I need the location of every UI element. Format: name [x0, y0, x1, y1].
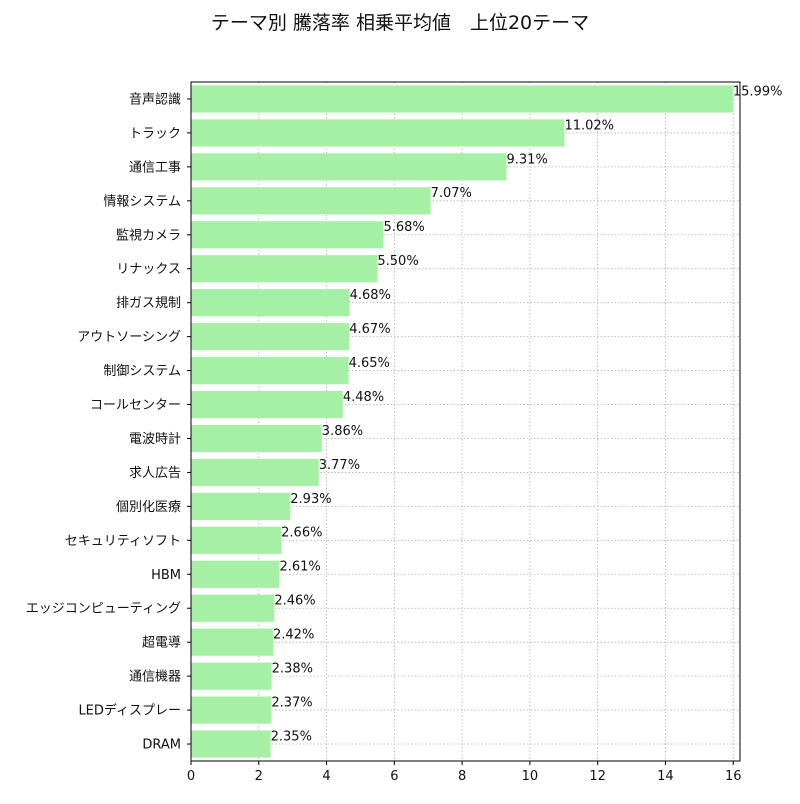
- data-label: 4.48%: [343, 390, 384, 405]
- bar: [191, 492, 291, 520]
- category-tick-label: トラック: [129, 126, 181, 141]
- category-tick-label: アウトソーシング: [77, 330, 181, 345]
- chart-title: テーマ別 騰落率 相乗平均値 上位20テーマ: [210, 12, 590, 34]
- plot-frame: [190, 81, 741, 762]
- data-label: 3.77%: [319, 458, 360, 473]
- category-tick-label: 通信機器: [129, 670, 181, 685]
- bar: [191, 424, 322, 453]
- bar: [191, 696, 272, 724]
- category-tick-label: HBM: [151, 568, 181, 583]
- bar: [191, 356, 349, 385]
- x-tick-label: 6: [390, 769, 398, 784]
- bar: [191, 153, 507, 181]
- bar: [191, 255, 378, 283]
- data-label: 5.68%: [383, 220, 424, 235]
- bar: [191, 594, 275, 622]
- x-tick-label: 14: [657, 769, 674, 784]
- bar: [191, 390, 343, 419]
- data-label: 4.67%: [349, 322, 390, 337]
- category-tick-label: 排ガス規制: [116, 296, 181, 311]
- bar: [191, 526, 282, 554]
- category-tick-label: 個別化医療: [116, 500, 181, 515]
- data-label: 7.07%: [431, 186, 472, 201]
- x-tick-label: 10: [522, 769, 539, 784]
- data-label: 4.65%: [349, 356, 390, 371]
- data-label: 2.38%: [272, 662, 313, 677]
- data-label: 2.35%: [271, 729, 312, 744]
- category-tick-label: エッジコンピューティング: [26, 602, 181, 617]
- bar: [191, 628, 274, 656]
- bar-layer: [191, 85, 733, 758]
- grid-layer: [190, 82, 740, 761]
- data-label: 2.42%: [273, 628, 314, 643]
- x-tick-label: 16: [725, 769, 742, 784]
- category-tick-label: 電波時計: [129, 431, 181, 447]
- data-label: 2.66%: [281, 526, 322, 541]
- category-tick-label: リナックス: [116, 262, 181, 277]
- data-label: 2.61%: [279, 560, 320, 575]
- data-label: 5.50%: [377, 254, 418, 269]
- x-tick-label: 4: [322, 769, 330, 784]
- data-label: 4.68%: [350, 288, 391, 303]
- category-tick-label: コールセンター: [90, 398, 181, 413]
- data-label: 11.02%: [564, 118, 614, 133]
- bar: [191, 323, 350, 351]
- bar: [191, 458, 319, 487]
- category-tick-label: 制御システム: [103, 364, 181, 379]
- x-tick-label: 2: [255, 769, 263, 784]
- bar: [191, 119, 565, 147]
- bar: [191, 289, 350, 317]
- category-tick-label: 求人広告: [129, 466, 181, 481]
- data-label: 9.31%: [507, 152, 548, 167]
- x-tick-label: 0: [187, 769, 195, 784]
- category-tick-label: LEDディスプレー: [78, 703, 181, 719]
- category-tick-label: DRAM: [142, 738, 181, 753]
- category-tick-label: 超電導: [142, 636, 181, 651]
- axis-layer: 音声認識トラック通信工事情報システム監視カメラリナックス排ガス規制アウトソーシン…: [26, 81, 742, 784]
- bar: [191, 560, 280, 588]
- category-tick-label: 監視カメラ: [116, 227, 181, 243]
- data-label: 2.93%: [290, 492, 331, 507]
- bar: [191, 187, 431, 215]
- label-layer: 15.99% 11.02% 9.31% 7.07% 5.68% 5.50% 4.68% 4.6…: [271, 84, 783, 744]
- category-tick-label: 音声認識: [129, 91, 181, 107]
- bar: [191, 85, 733, 113]
- bar: [191, 221, 384, 249]
- category-tick-label: 情報システム: [103, 194, 181, 209]
- data-label: 3.86%: [322, 424, 363, 439]
- x-tick-label: 8: [458, 769, 466, 784]
- category-tick-label: 通信工事: [129, 160, 181, 175]
- bar: [191, 730, 271, 758]
- category-tick-label: セキュリティソフト: [65, 534, 181, 549]
- x-tick-label: 12: [589, 769, 606, 784]
- data-label: 2.46%: [274, 594, 315, 609]
- bar: [191, 662, 272, 690]
- data-label: 2.37%: [271, 695, 312, 710]
- data-label: 15.99%: [733, 84, 783, 99]
